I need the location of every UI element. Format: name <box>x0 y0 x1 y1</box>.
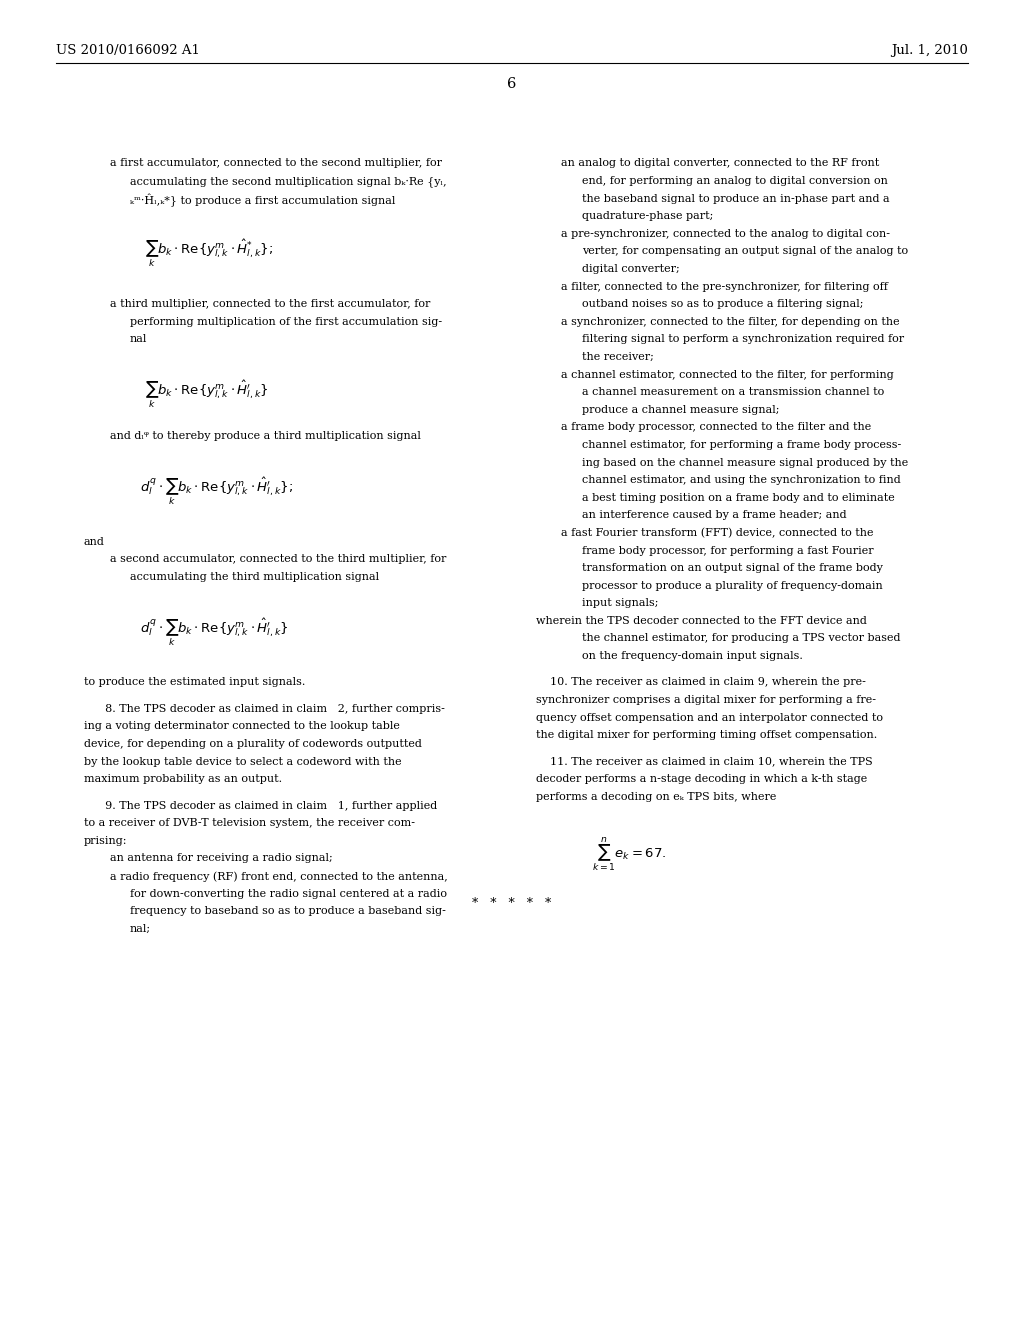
Text: outband noises so as to produce a filtering signal;: outband noises so as to produce a filter… <box>582 300 863 309</box>
Text: a third multiplier, connected to the first accumulator, for: a third multiplier, connected to the fir… <box>110 300 430 309</box>
Text: a channel measurement on a transmission channel to: a channel measurement on a transmission … <box>582 387 884 397</box>
Text: quency offset compensation and an interpolator connected to: quency offset compensation and an interp… <box>536 713 883 722</box>
Text: end, for performing an analog to digital conversion on: end, for performing an analog to digital… <box>582 176 888 186</box>
Text: $\sum_{k=1}^{n} e_k = 67.$: $\sum_{k=1}^{n} e_k = 67.$ <box>592 836 667 874</box>
Text: filtering signal to perform a synchronization required for: filtering signal to perform a synchroniz… <box>582 334 904 345</box>
Text: 11. The receiver as claimed in claim 10, wherein the TPS: 11. The receiver as claimed in claim 10,… <box>536 756 872 767</box>
Text: an antenna for receiving a radio signal;: an antenna for receiving a radio signal; <box>110 854 333 863</box>
Text: nal;: nal; <box>130 924 152 933</box>
Text: ₖᵐ·Ĥₗ,ₖ*} to produce a first accumulation signal: ₖᵐ·Ĥₗ,ₖ*} to produce a first accumulatio… <box>130 194 395 207</box>
Text: ing based on the channel measure signal produced by the: ing based on the channel measure signal … <box>582 458 908 467</box>
Text: frequency to baseband so as to produce a baseband sig-: frequency to baseband so as to produce a… <box>130 907 445 916</box>
Text: a frame body processor, connected to the filter and the: a frame body processor, connected to the… <box>561 422 871 433</box>
Text: produce a channel measure signal;: produce a channel measure signal; <box>582 405 779 414</box>
Text: 10. The receiver as claimed in claim 9, wherein the pre-: 10. The receiver as claimed in claim 9, … <box>536 677 865 688</box>
Text: a channel estimator, connected to the filter, for performing: a channel estimator, connected to the fi… <box>561 370 894 380</box>
Text: *   *   *   *   *: * * * * * <box>472 898 552 911</box>
Text: $\sum_{k} b_k \cdot \mathrm{Re}\{y^m_{l,k} \cdot \hat{H}^{*}_{l,k}\};$: $\sum_{k} b_k \cdot \mathrm{Re}\{y^m_{l,… <box>145 238 273 269</box>
Text: 8. The TPS decoder as claimed in claim  2, further compris-: 8. The TPS decoder as claimed in claim 2… <box>84 704 444 714</box>
Text: a filter, connected to the pre-synchronizer, for filtering off: a filter, connected to the pre-synchroni… <box>561 281 888 292</box>
Text: transformation on an output signal of the frame body: transformation on an output signal of th… <box>582 564 883 573</box>
Text: US 2010/0166092 A1: US 2010/0166092 A1 <box>56 44 201 57</box>
Text: $d^q_l \cdot \sum_{k} b_k \cdot \mathrm{Re}\{y^m_{l,k} \cdot \hat{H}^{\prime}_{l: $d^q_l \cdot \sum_{k} b_k \cdot \mathrm{… <box>140 475 294 507</box>
Text: accumulating the second multiplication signal bₖ·Re {yₗ,: accumulating the second multiplication s… <box>130 176 446 186</box>
Text: channel estimator, for performing a frame body process-: channel estimator, for performing a fram… <box>582 440 901 450</box>
Text: wherein the TPS decoder connected to the FFT device and: wherein the TPS decoder connected to the… <box>536 616 866 626</box>
Text: quadrature-phase part;: quadrature-phase part; <box>582 211 713 222</box>
Text: ing a voting determinator connected to the lookup table: ing a voting determinator connected to t… <box>84 722 399 731</box>
Text: on the frequency-domain input signals.: on the frequency-domain input signals. <box>582 651 803 661</box>
Text: synchronizer comprises a digital mixer for performing a fre-: synchronizer comprises a digital mixer f… <box>536 696 876 705</box>
Text: processor to produce a plurality of frequency-domain: processor to produce a plurality of freq… <box>582 581 883 590</box>
Text: performs a decoding on eₖ TPS bits, where: performs a decoding on eₖ TPS bits, wher… <box>536 792 776 801</box>
Text: an interference caused by a frame header; and: an interference caused by a frame header… <box>582 511 846 520</box>
Text: by the lookup table device to select a codeword with the: by the lookup table device to select a c… <box>84 756 401 767</box>
Text: and dₗᵠ to thereby produce a third multiplication signal: and dₗᵠ to thereby produce a third multi… <box>110 432 421 441</box>
Text: accumulating the third multiplication signal: accumulating the third multiplication si… <box>130 572 379 582</box>
Text: nal: nal <box>130 334 147 345</box>
Text: the receiver;: the receiver; <box>582 352 653 362</box>
Text: for down-converting the radio signal centered at a radio: for down-converting the radio signal cen… <box>130 888 447 899</box>
Text: maximum probability as an output.: maximum probability as an output. <box>84 775 282 784</box>
Text: frame body processor, for performing a fast Fourier: frame body processor, for performing a f… <box>582 545 873 556</box>
Text: input signals;: input signals; <box>582 598 658 609</box>
Text: a best timing position on a frame body and to eliminate: a best timing position on a frame body a… <box>582 492 894 503</box>
Text: channel estimator, and using the synchronization to find: channel estimator, and using the synchro… <box>582 475 900 486</box>
Text: verter, for compensating an output signal of the analog to: verter, for compensating an output signa… <box>582 247 907 256</box>
Text: a pre-synchronizer, connected to the analog to digital con-: a pre-synchronizer, connected to the ana… <box>561 228 890 239</box>
Text: a fast Fourier transform (FFT) device, connected to the: a fast Fourier transform (FFT) device, c… <box>561 528 873 539</box>
Text: device, for depending on a plurality of codewords outputted: device, for depending on a plurality of … <box>84 739 422 748</box>
Text: to produce the estimated input signals.: to produce the estimated input signals. <box>84 677 305 688</box>
Text: a radio frequency (RF) front end, connected to the antenna,: a radio frequency (RF) front end, connec… <box>110 871 447 882</box>
Text: and: and <box>84 537 104 546</box>
Text: 6: 6 <box>507 77 517 91</box>
Text: a synchronizer, connected to the filter, for depending on the: a synchronizer, connected to the filter,… <box>561 317 900 327</box>
Text: Jul. 1, 2010: Jul. 1, 2010 <box>891 44 968 57</box>
Text: decoder performs a n-stage decoding in which a k-th stage: decoder performs a n-stage decoding in w… <box>536 775 866 784</box>
Text: to a receiver of DVB-T television system, the receiver com-: to a receiver of DVB-T television system… <box>84 818 415 828</box>
Text: a first accumulator, connected to the second multiplier, for: a first accumulator, connected to the se… <box>110 158 441 169</box>
Text: the digital mixer for performing timing offset compensation.: the digital mixer for performing timing … <box>536 730 877 741</box>
Text: prising:: prising: <box>84 836 127 846</box>
Text: the baseband signal to produce an in-phase part and a: the baseband signal to produce an in-pha… <box>582 194 889 203</box>
Text: 9. The TPS decoder as claimed in claim  1, further applied: 9. The TPS decoder as claimed in claim 1… <box>84 801 437 810</box>
Text: an analog to digital converter, connected to the RF front: an analog to digital converter, connecte… <box>561 158 880 169</box>
Text: $d^q_l \cdot \sum_{k} b_k \cdot \mathrm{Re}\{y^m_{l,k} \cdot \hat{H}^{\prime}_{l: $d^q_l \cdot \sum_{k} b_k \cdot \mathrm{… <box>140 616 289 648</box>
Text: digital converter;: digital converter; <box>582 264 679 275</box>
Text: performing multiplication of the first accumulation sig-: performing multiplication of the first a… <box>130 317 442 327</box>
Text: $\sum_{k} b_k \cdot \mathrm{Re}\{y^m_{l,k} \cdot \hat{H}^{\prime}_{l,k}\}$: $\sum_{k} b_k \cdot \mathrm{Re}\{y^m_{l,… <box>145 379 269 411</box>
Text: the channel estimator, for producing a TPS vector based: the channel estimator, for producing a T… <box>582 634 900 643</box>
Text: a second accumulator, connected to the third multiplier, for: a second accumulator, connected to the t… <box>110 554 445 565</box>
